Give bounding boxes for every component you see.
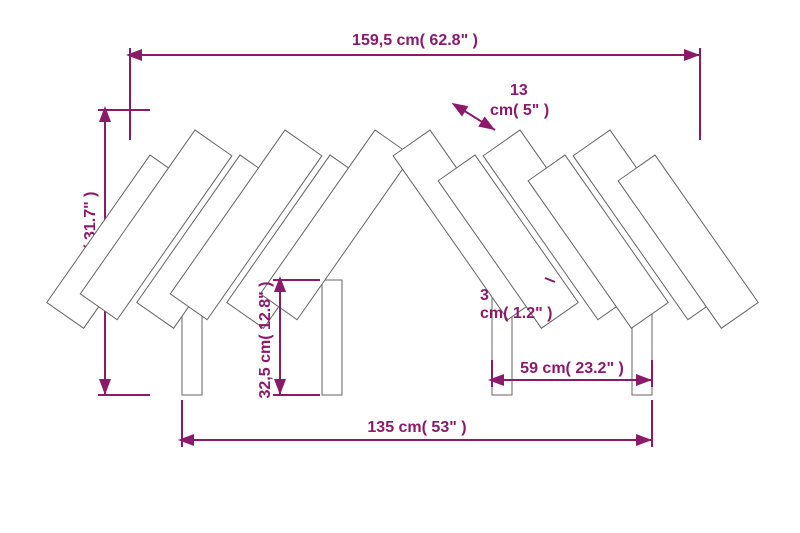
plank-width-line	[455, 105, 495, 130]
diagram-svg: 159,5 cm( 62.8" ) 80,5 cm( 31.7" )	[0, 0, 800, 533]
plank-width-label-1: 13	[510, 82, 528, 99]
headboard-shape	[47, 130, 758, 395]
thickness-label-2: cm( 1.2" )	[480, 305, 553, 322]
leg-height-label: 32,5 cm( 12.8" )	[257, 282, 274, 399]
top-width-label: 159,5 cm( 62.8" )	[352, 32, 478, 49]
leg-2	[322, 280, 342, 395]
thickness-label-1: 3	[480, 287, 489, 304]
gap-width-label: 59 cm( 23.2" )	[520, 360, 624, 377]
bottom-width-label: 135 cm( 53" )	[367, 419, 466, 436]
plank-width-label-2: cm( 5" )	[490, 102, 549, 119]
